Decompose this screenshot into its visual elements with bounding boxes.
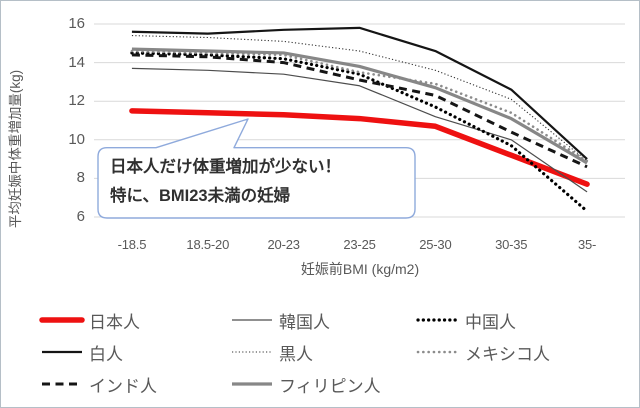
- x-tick-label: 23-25: [343, 237, 376, 252]
- legend-label: 韓国人: [279, 312, 330, 332]
- x-tick-label: 25-30: [419, 237, 452, 252]
- series-line-6: [131, 53, 588, 169]
- legend-item-filipino: フィリピン人: [229, 368, 415, 400]
- x-axis-title: 妊娠前BMI (kg/m2): [300, 261, 420, 277]
- legend-item-black: 黒人: [229, 336, 415, 368]
- legend-swatch-chinese: [416, 318, 460, 322]
- legend-item-korean: 韓国人: [229, 304, 415, 336]
- legend-item-white: 白人: [39, 336, 229, 368]
- legend-swatch-filipino: [232, 382, 272, 386]
- series-line-7: [131, 47, 588, 165]
- legend-label: 白人: [89, 344, 123, 364]
- legend-swatch-black: [232, 351, 272, 353]
- legend-item-japanese: 日本人: [39, 304, 229, 336]
- series-line-1: [131, 67, 588, 193]
- legend-swatch-indian: [42, 382, 82, 386]
- legend-item-indian: インド人: [39, 368, 229, 400]
- y-tick-label: 16: [68, 15, 85, 32]
- y-tick-label: 12: [68, 92, 85, 110]
- y-tick-label: 14: [68, 53, 85, 71]
- legend-label: 黒人: [279, 344, 313, 364]
- legend-swatch-mexican: [416, 350, 460, 354]
- callout-text: 日本人だけ体重増加が少ない！ 特に、BMI23未満の妊婦: [110, 153, 410, 211]
- legend-label: メキシコ人: [465, 344, 550, 364]
- legend-label: フィリピン人: [279, 376, 381, 396]
- series-line-4: [131, 35, 588, 162]
- x-tick-label: 30-35: [495, 237, 528, 252]
- y-axis-title: 平均妊娠中体重増加量(kg): [8, 69, 23, 229]
- legend-label: 中国人: [465, 312, 516, 332]
- legend-label: インド人: [89, 376, 157, 396]
- legend-item-chinese: 中国人: [415, 304, 627, 336]
- y-tick-label: 8: [76, 169, 85, 187]
- chart-legend: 日本人 韓国人 中国人 白人 黒人 メキシコ人 インド人 フィリピン人: [39, 304, 627, 400]
- series-line-2: [130, 51, 589, 213]
- x-tick-label: 35-: [577, 237, 597, 252]
- callout-line-2: 特に、BMI23未満の妊婦: [110, 187, 291, 205]
- legend-swatch-korean: [232, 319, 272, 321]
- x-tick-label: 20-23: [267, 237, 300, 252]
- callout-bubble: [97, 118, 416, 219]
- series-line-0: [129, 108, 590, 187]
- legend-swatch-japanese: [39, 317, 85, 323]
- legend-label: 日本人: [89, 312, 140, 332]
- y-tick-label: 10: [68, 130, 85, 148]
- series-line-5: [130, 49, 589, 163]
- series-line-3: [131, 26, 588, 160]
- callout-line-1: 日本人だけ体重増加が少ない！: [110, 158, 341, 176]
- x-tick-label: 18.5-20: [186, 237, 230, 252]
- y-tick-label: 6: [76, 208, 85, 225]
- series-lines: [129, 26, 590, 213]
- x-tick-label: -18.5: [117, 237, 147, 252]
- legend-swatch-white: [42, 350, 82, 354]
- legend-item-mexican: メキシコ人: [415, 336, 627, 368]
